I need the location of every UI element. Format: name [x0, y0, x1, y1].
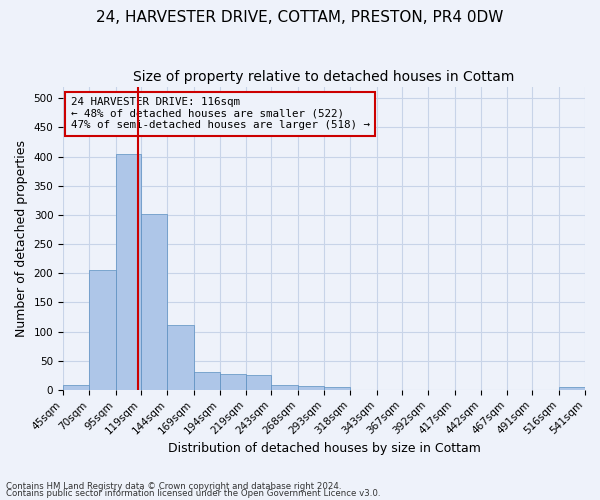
Bar	[89, 270, 116, 390]
X-axis label: Distribution of detached houses by size in Cottam: Distribution of detached houses by size …	[167, 442, 481, 455]
Bar	[271, 385, 298, 390]
Bar	[194, 372, 220, 390]
Bar	[324, 387, 350, 390]
Bar	[559, 387, 585, 390]
Text: 24 HARVESTER DRIVE: 116sqm
← 48% of detached houses are smaller (522)
47% of sem: 24 HARVESTER DRIVE: 116sqm ← 48% of deta…	[71, 97, 370, 130]
Y-axis label: Number of detached properties: Number of detached properties	[15, 140, 28, 336]
Bar	[220, 374, 246, 390]
Text: Contains HM Land Registry data © Crown copyright and database right 2024.: Contains HM Land Registry data © Crown c…	[6, 482, 341, 491]
Text: Contains public sector information licensed under the Open Government Licence v3: Contains public sector information licen…	[6, 490, 380, 498]
Bar	[298, 386, 324, 390]
Title: Size of property relative to detached houses in Cottam: Size of property relative to detached ho…	[133, 70, 515, 84]
Bar	[63, 385, 89, 390]
Text: 24, HARVESTER DRIVE, COTTAM, PRESTON, PR4 0DW: 24, HARVESTER DRIVE, COTTAM, PRESTON, PR…	[97, 10, 503, 25]
Bar	[167, 324, 194, 390]
Bar	[246, 376, 271, 390]
Bar	[141, 214, 167, 390]
Bar	[116, 154, 141, 390]
